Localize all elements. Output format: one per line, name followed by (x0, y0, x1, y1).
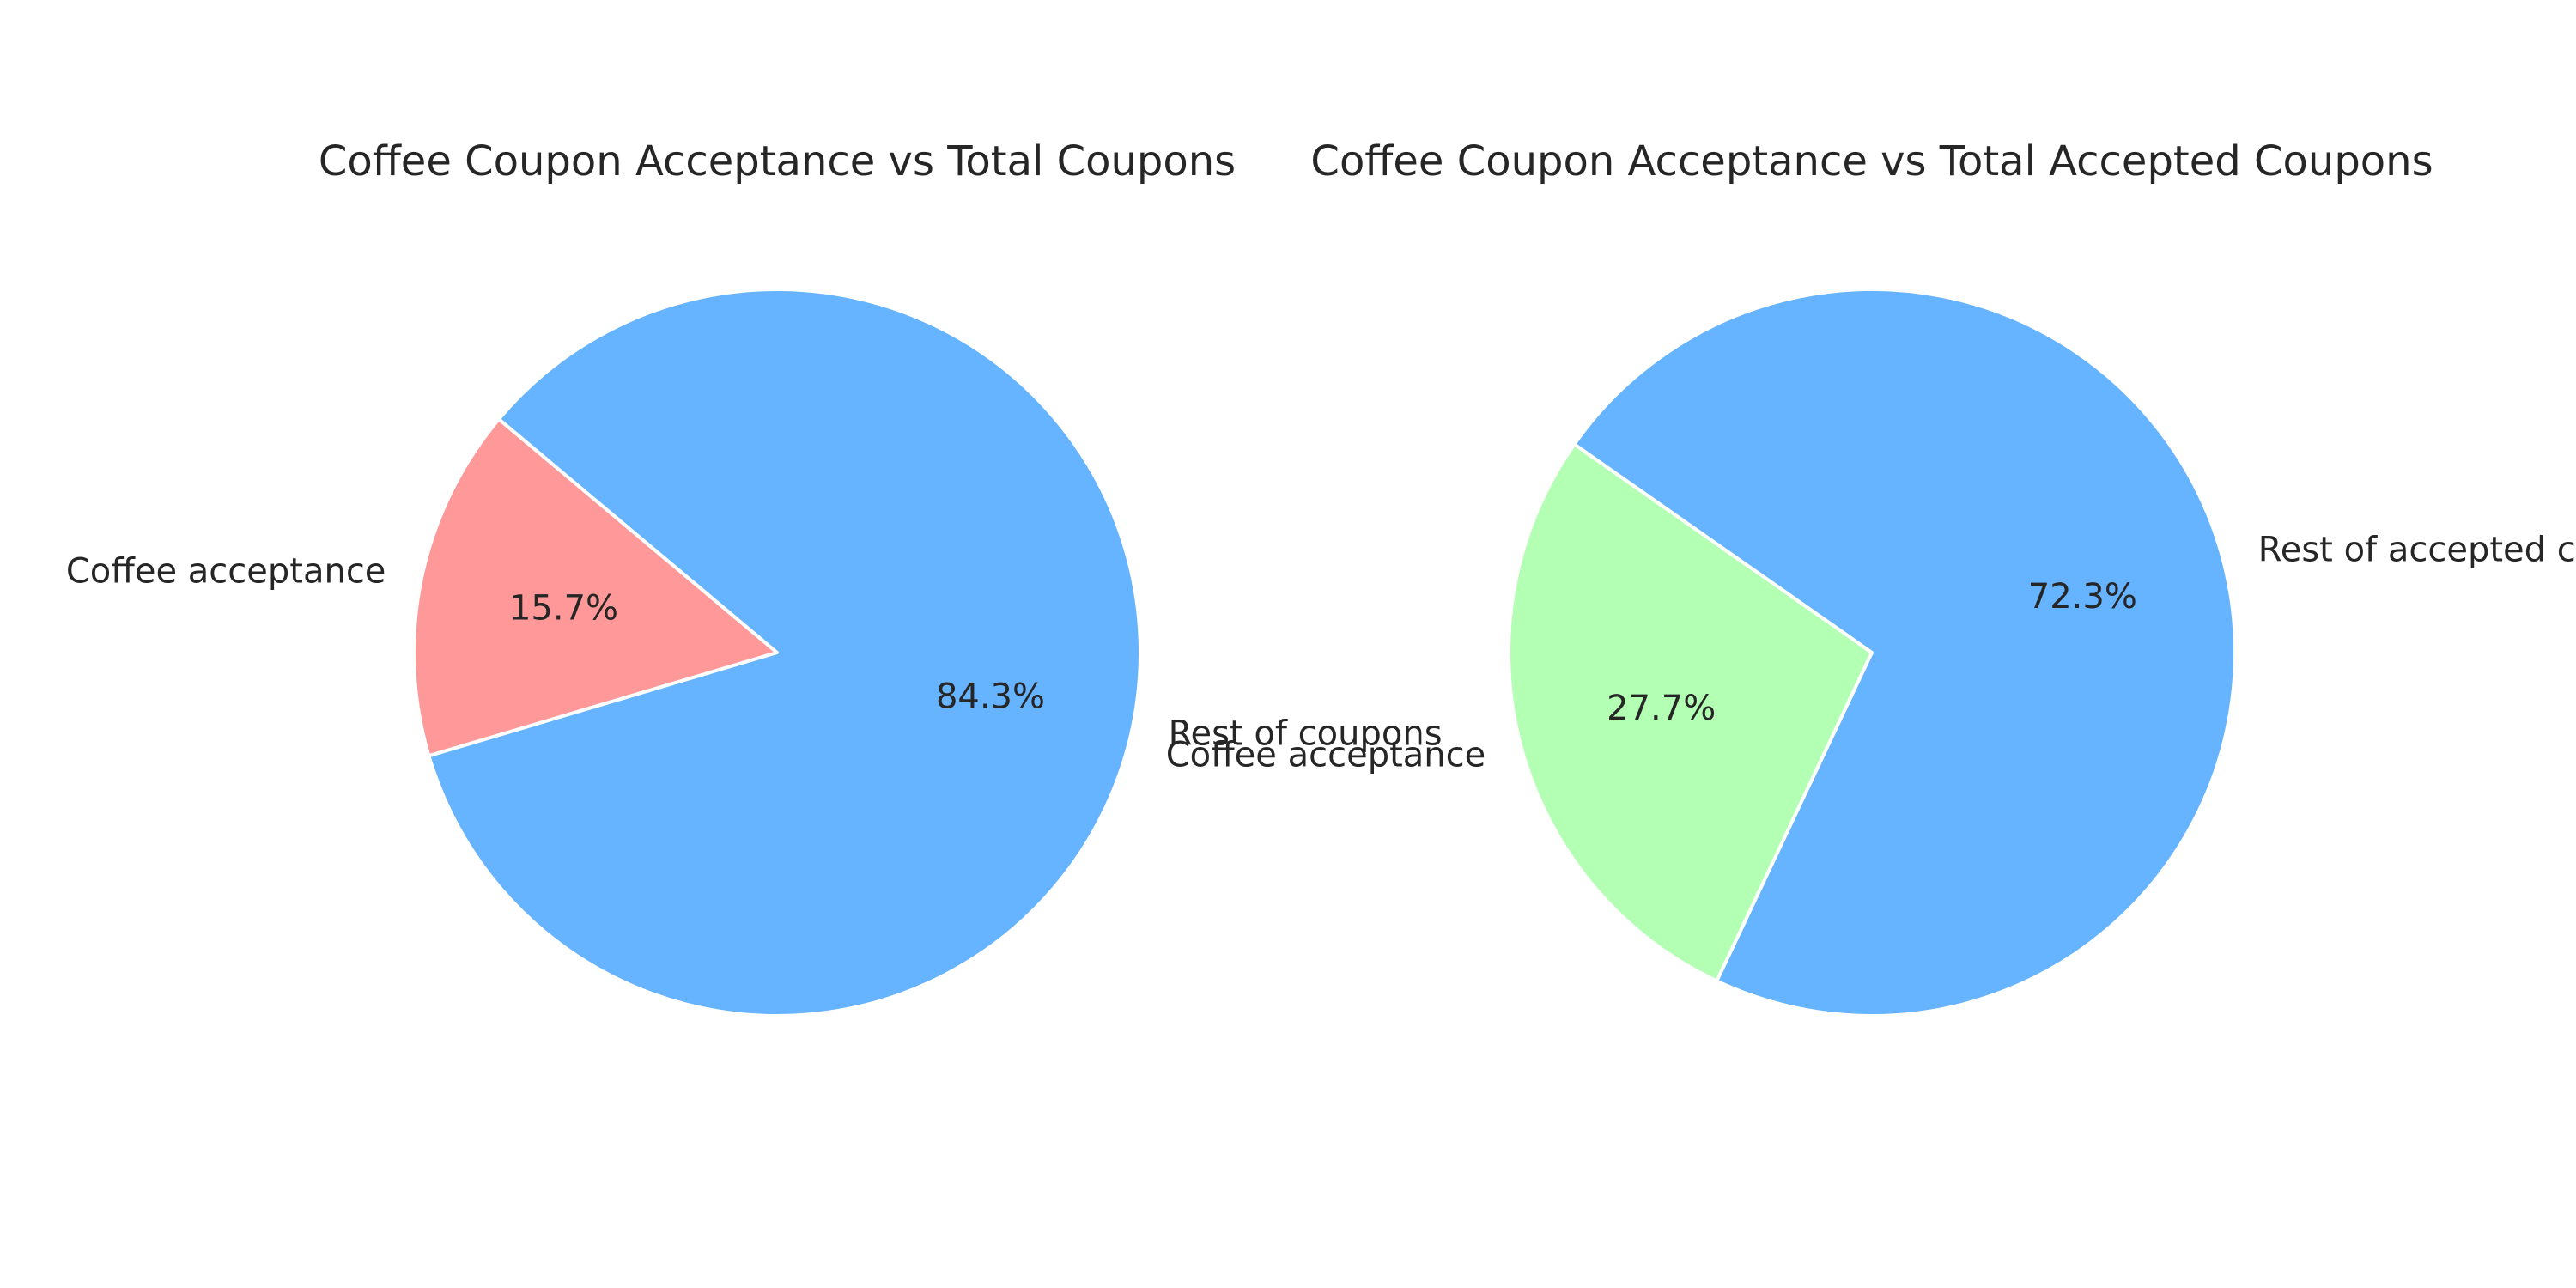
pie-slices (412, 288, 1142, 1018)
pie-slice-rest-of-accepted-coupons (1572, 288, 2237, 1018)
slice-percentage-label: 84.3% (936, 677, 1045, 717)
pie-labels: Coffee acceptance 15.7% Rest of coupons 84.… (66, 551, 1443, 753)
chart-title: Coffee Coupon Acceptance vs Total Accept… (1310, 137, 2433, 185)
slice-percentage-label: 27.7% (1607, 689, 1716, 728)
slice-percentage-label: 72.3% (2028, 577, 2137, 617)
slice-label: Coffee acceptance (66, 551, 386, 591)
pie-chart-total-coupons: Coffee Coupon Acceptance vs Total Coupon… (66, 137, 1443, 1018)
pie-slices (1507, 288, 2237, 1018)
slice-label: Rest of coupons (1169, 714, 1443, 754)
pie-chart-accepted-coupons: Coffee Coupon Acceptance vs Total Accept… (1166, 137, 2576, 1018)
pie-labels: Coffee acceptance 27.7% Rest of accepted c… (1166, 531, 2576, 775)
chart-title: Coffee Coupon Acceptance vs Total Coupon… (319, 137, 1236, 185)
pie-slice-coffee-acceptance (412, 417, 779, 758)
pie-slice-coffee-acceptance (1507, 442, 1874, 983)
pie-slice-rest-of-coupons (427, 288, 1142, 1018)
slice-percentage-label: 15.7% (509, 588, 618, 628)
slice-label: Rest of accepted coupons (2258, 531, 2576, 570)
slice-label: Coffee acceptance (1166, 735, 1486, 775)
